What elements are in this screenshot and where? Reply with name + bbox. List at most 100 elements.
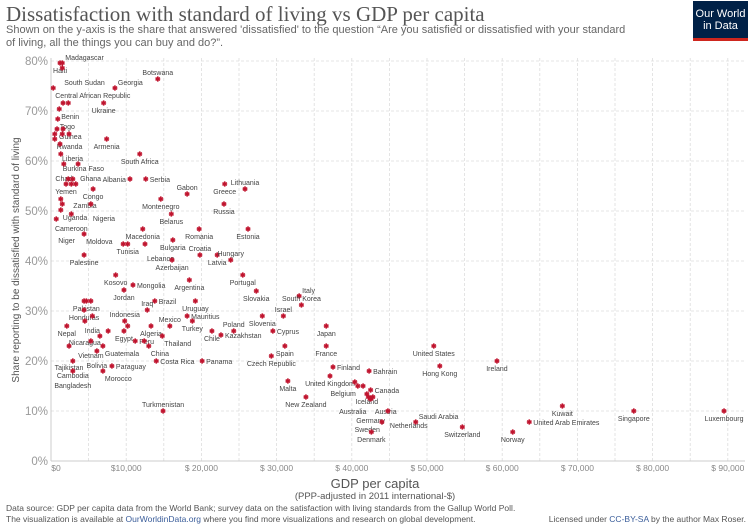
x-tick-label: $10,000 (111, 463, 142, 473)
data-point (65, 100, 71, 106)
data-point: Saudi Arabia (413, 414, 459, 425)
point-marker (184, 313, 190, 319)
point-marker (89, 313, 96, 319)
owid-logo[interactable]: Our World in Data (693, 1, 748, 41)
data-point: South Sudan (59, 65, 105, 87)
data-point: South Africa (121, 151, 159, 166)
point-label: Vietnam (78, 353, 104, 360)
point-label: Haiti (53, 68, 67, 75)
point-marker (58, 207, 64, 213)
data-point: Brazil (152, 298, 177, 306)
data-point: Macedonia (126, 226, 160, 241)
data-point: Montenegro (142, 196, 180, 211)
data-point (73, 181, 79, 187)
data-point (58, 196, 64, 202)
point-marker (140, 226, 146, 232)
point-label: Niger (58, 238, 75, 245)
point-label: Albania (103, 177, 126, 184)
data-point: Nepal (58, 323, 77, 338)
data-source-note: Data source: GDP per capita data from th… (6, 503, 516, 513)
point-marker (437, 363, 443, 369)
point-marker (68, 181, 74, 187)
point-label: Poland (223, 322, 245, 329)
data-point: Lithuania (231, 180, 259, 192)
data-point: Yemen (55, 181, 77, 196)
data-point: Morocco (100, 368, 132, 383)
point-label: Zambia (73, 203, 96, 210)
license-link[interactable]: CC-BY-SA (609, 514, 649, 524)
point-marker (209, 328, 215, 334)
point-marker (385, 408, 391, 414)
point-label: Jordan (113, 295, 135, 302)
point-label: Tunisia (117, 249, 139, 256)
point-marker (631, 408, 637, 414)
data-point: Nigeria (88, 201, 115, 223)
data-point: Turkey (182, 318, 203, 333)
data-point: Poland (223, 322, 245, 334)
point-marker (88, 201, 94, 207)
point-label: Georgia (118, 80, 143, 87)
point-marker (97, 333, 103, 339)
data-point: Croatia (189, 246, 211, 258)
point-label: Nigeria (93, 216, 115, 223)
point-marker (57, 141, 63, 147)
owid-link[interactable]: OurWorldinData.org (125, 514, 201, 524)
point-marker (146, 343, 152, 349)
data-point: Liberia (57, 141, 83, 163)
point-marker (75, 161, 81, 167)
y-tick-label: 60% (25, 156, 48, 168)
point-marker (127, 176, 133, 182)
point-label: Nepal (58, 331, 77, 338)
point-label: Russia (213, 209, 235, 216)
point-label: Nicaragua (69, 340, 101, 347)
point-label: Bangladesh (54, 383, 91, 390)
y-tick-label: 50% (25, 206, 48, 218)
point-marker (70, 176, 76, 182)
license-text: Licensed under (548, 514, 610, 524)
point-marker (153, 358, 159, 364)
point-marker (169, 257, 175, 263)
point-marker (158, 196, 164, 202)
data-point: Spain (276, 343, 294, 358)
data-point (52, 131, 58, 137)
point-label: Canada (375, 388, 400, 395)
data-point: Portugal (230, 272, 256, 287)
point-marker (231, 328, 237, 334)
data-point: Kuwait (552, 403, 573, 418)
logo-line-2: in Data (703, 20, 738, 32)
data-point: Azerbaijan (156, 257, 189, 272)
point-marker (253, 288, 259, 294)
data-point: India (85, 313, 100, 335)
point-label: Belarus (159, 219, 183, 226)
point-marker (367, 387, 374, 393)
data-point: Niger (53, 216, 76, 245)
data-point (97, 333, 103, 339)
x-tick-label: $0 (51, 463, 61, 473)
point-label: Benin (61, 114, 79, 121)
data-point: Iraq (141, 301, 153, 313)
point-marker (355, 383, 361, 389)
data-point: Germany (356, 396, 385, 425)
point-marker (379, 419, 385, 425)
point-marker (143, 176, 149, 182)
data-point: Cyprus (270, 328, 300, 336)
data-point (59, 131, 65, 137)
data-point (59, 201, 65, 207)
point-label: France (315, 351, 337, 358)
data-point: Bangladesh (54, 368, 91, 390)
data-point: Greece (213, 181, 236, 196)
point-label: Bahrain (373, 369, 397, 376)
point-label: Serbia (150, 177, 170, 184)
point-marker (125, 241, 131, 247)
point-marker (112, 85, 118, 91)
data-point: Czech Republic (247, 353, 296, 368)
data-point: Algeria (140, 323, 162, 338)
data-point: Bahrain (366, 368, 397, 376)
point-marker (360, 383, 366, 389)
point-marker (160, 408, 166, 414)
point-label: Brazil (159, 299, 177, 306)
data-point: Uganda (58, 207, 87, 222)
point-marker (65, 176, 71, 182)
point-marker (152, 298, 158, 304)
